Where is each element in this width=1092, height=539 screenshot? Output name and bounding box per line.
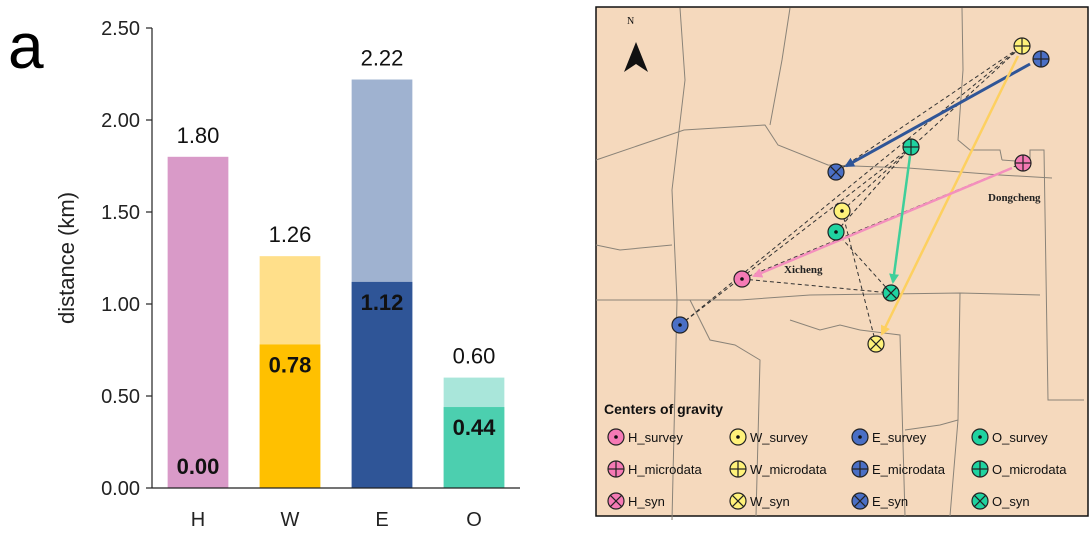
legend-label-e_syn: E_syn bbox=[872, 494, 908, 509]
legend-e_syn-icon bbox=[851, 492, 869, 510]
legend-w_survey-icon bbox=[729, 428, 747, 446]
x-tick-label-O: O bbox=[466, 509, 482, 531]
o-survey-marker bbox=[827, 223, 845, 241]
legend-label-h_survey: H_survey bbox=[628, 430, 683, 445]
legend-title: Centers of gravity bbox=[604, 401, 723, 417]
legend-label-o_syn: O_syn bbox=[992, 494, 1030, 509]
legend-label-o_survey: O_survey bbox=[992, 430, 1048, 445]
x-tick-label-H: H bbox=[191, 509, 205, 531]
legend-label-w_survey: W_survey bbox=[750, 430, 808, 445]
bar-inner-E bbox=[351, 281, 413, 488]
e-syn-marker bbox=[827, 163, 845, 181]
legend-label-e_survey: E_survey bbox=[872, 430, 927, 445]
o-shift-arrow bbox=[889, 155, 912, 284]
inner-label-H: 0.00 bbox=[177, 454, 220, 479]
legend-label-h_syn: H_syn bbox=[628, 494, 665, 509]
y-tick-label: 0.00 bbox=[101, 478, 140, 500]
w-microdata-marker bbox=[1013, 37, 1031, 55]
w-survey-marker bbox=[833, 202, 851, 220]
x-tick-label-E: E bbox=[375, 509, 388, 531]
axis-layer: H W E O 0.00 0.50 1.00 1.50 2.00 2.50 bbox=[101, 18, 520, 531]
north-arrow-icon: N bbox=[624, 16, 648, 72]
legend-e_survey-icon bbox=[851, 428, 869, 446]
total-label-E: 2.22 bbox=[361, 46, 404, 71]
total-label-H: 1.80 bbox=[177, 123, 220, 148]
north-label: N bbox=[627, 16, 634, 27]
legend-label-e_microdata: E_microdata bbox=[872, 462, 946, 477]
y-tick-label: 2.50 bbox=[101, 18, 140, 40]
place-label-dongcheng: Dongcheng bbox=[988, 192, 1041, 204]
inner-label-E: 1.12 bbox=[361, 290, 404, 315]
map-frame bbox=[595, 6, 1089, 517]
inner-label-O: 0.44 bbox=[453, 415, 497, 440]
legend: Centers of gravity H_survey W_survey E_sur… bbox=[604, 401, 1067, 510]
inner-label-W: 0.78 bbox=[269, 352, 312, 377]
legend-label-w_syn: W_syn bbox=[750, 494, 790, 509]
h-survey-marker bbox=[733, 270, 751, 288]
bar-inner-O bbox=[443, 407, 505, 488]
legend-label-w_microdata: W_microdata bbox=[750, 462, 827, 477]
legend-o_microdata-icon bbox=[971, 460, 989, 478]
w-syn-marker bbox=[867, 335, 885, 353]
legend-items: H_survey W_survey E_survey O_survey H_microd… bbox=[607, 428, 1067, 510]
legend-w_microdata-icon bbox=[729, 460, 747, 478]
centers-of-gravity-map: b N bbox=[520, 6, 1089, 521]
y-tick-label: 0.50 bbox=[101, 386, 140, 408]
map-points bbox=[671, 37, 1050, 353]
legend-o_survey-icon bbox=[971, 428, 989, 446]
bars-layer: 1.80 0.00 1.26 0.78 2.22 1.12 0.60 0.44 bbox=[167, 46, 505, 489]
y-tick-label: 1.00 bbox=[101, 294, 140, 316]
place-label-xicheng: Xicheng bbox=[784, 264, 823, 276]
x-tick-label-W: W bbox=[281, 509, 300, 531]
legend-h_survey-icon bbox=[607, 428, 625, 446]
e-shift-arrow bbox=[844, 62, 1031, 168]
h-shift-arrow bbox=[752, 166, 1013, 278]
panel-a-bar-chart: a distance (km) 1.80 0.00 1.26 0.78 2.22 1.12… bbox=[8, 10, 520, 531]
total-label-O: 0.60 bbox=[453, 344, 496, 369]
y-tick-label: 2.00 bbox=[101, 110, 140, 132]
legend-label-h_microdata: H_microdata bbox=[628, 462, 702, 477]
legend-w_syn-icon bbox=[729, 492, 747, 510]
o-microdata-marker bbox=[902, 138, 920, 156]
total-label-W: 1.26 bbox=[269, 222, 312, 247]
o-syn-marker bbox=[882, 284, 900, 302]
legend-o_syn-icon bbox=[971, 492, 989, 510]
e-survey-marker bbox=[671, 316, 689, 334]
legend-h_microdata-icon bbox=[607, 460, 625, 478]
panel-letter-a: a bbox=[8, 10, 44, 82]
distance-bar-chart: a distance (km) 1.80 0.00 1.26 0.78 2.22 1.12… bbox=[8, 10, 520, 531]
h-microdata-marker bbox=[1014, 154, 1032, 172]
bar-inner-W bbox=[259, 344, 321, 488]
bar-total-H bbox=[167, 156, 229, 489]
y-axis-title: distance (km) bbox=[54, 192, 79, 324]
legend-label-o_microdata: O_microdata bbox=[992, 462, 1067, 477]
legend-e_microdata-icon bbox=[851, 460, 869, 478]
panel-b-map: b N bbox=[520, 0, 1092, 534]
y-tick-label: 1.50 bbox=[101, 202, 140, 224]
legend-h_syn-icon bbox=[607, 492, 625, 510]
e-microdata-marker bbox=[1032, 50, 1050, 68]
